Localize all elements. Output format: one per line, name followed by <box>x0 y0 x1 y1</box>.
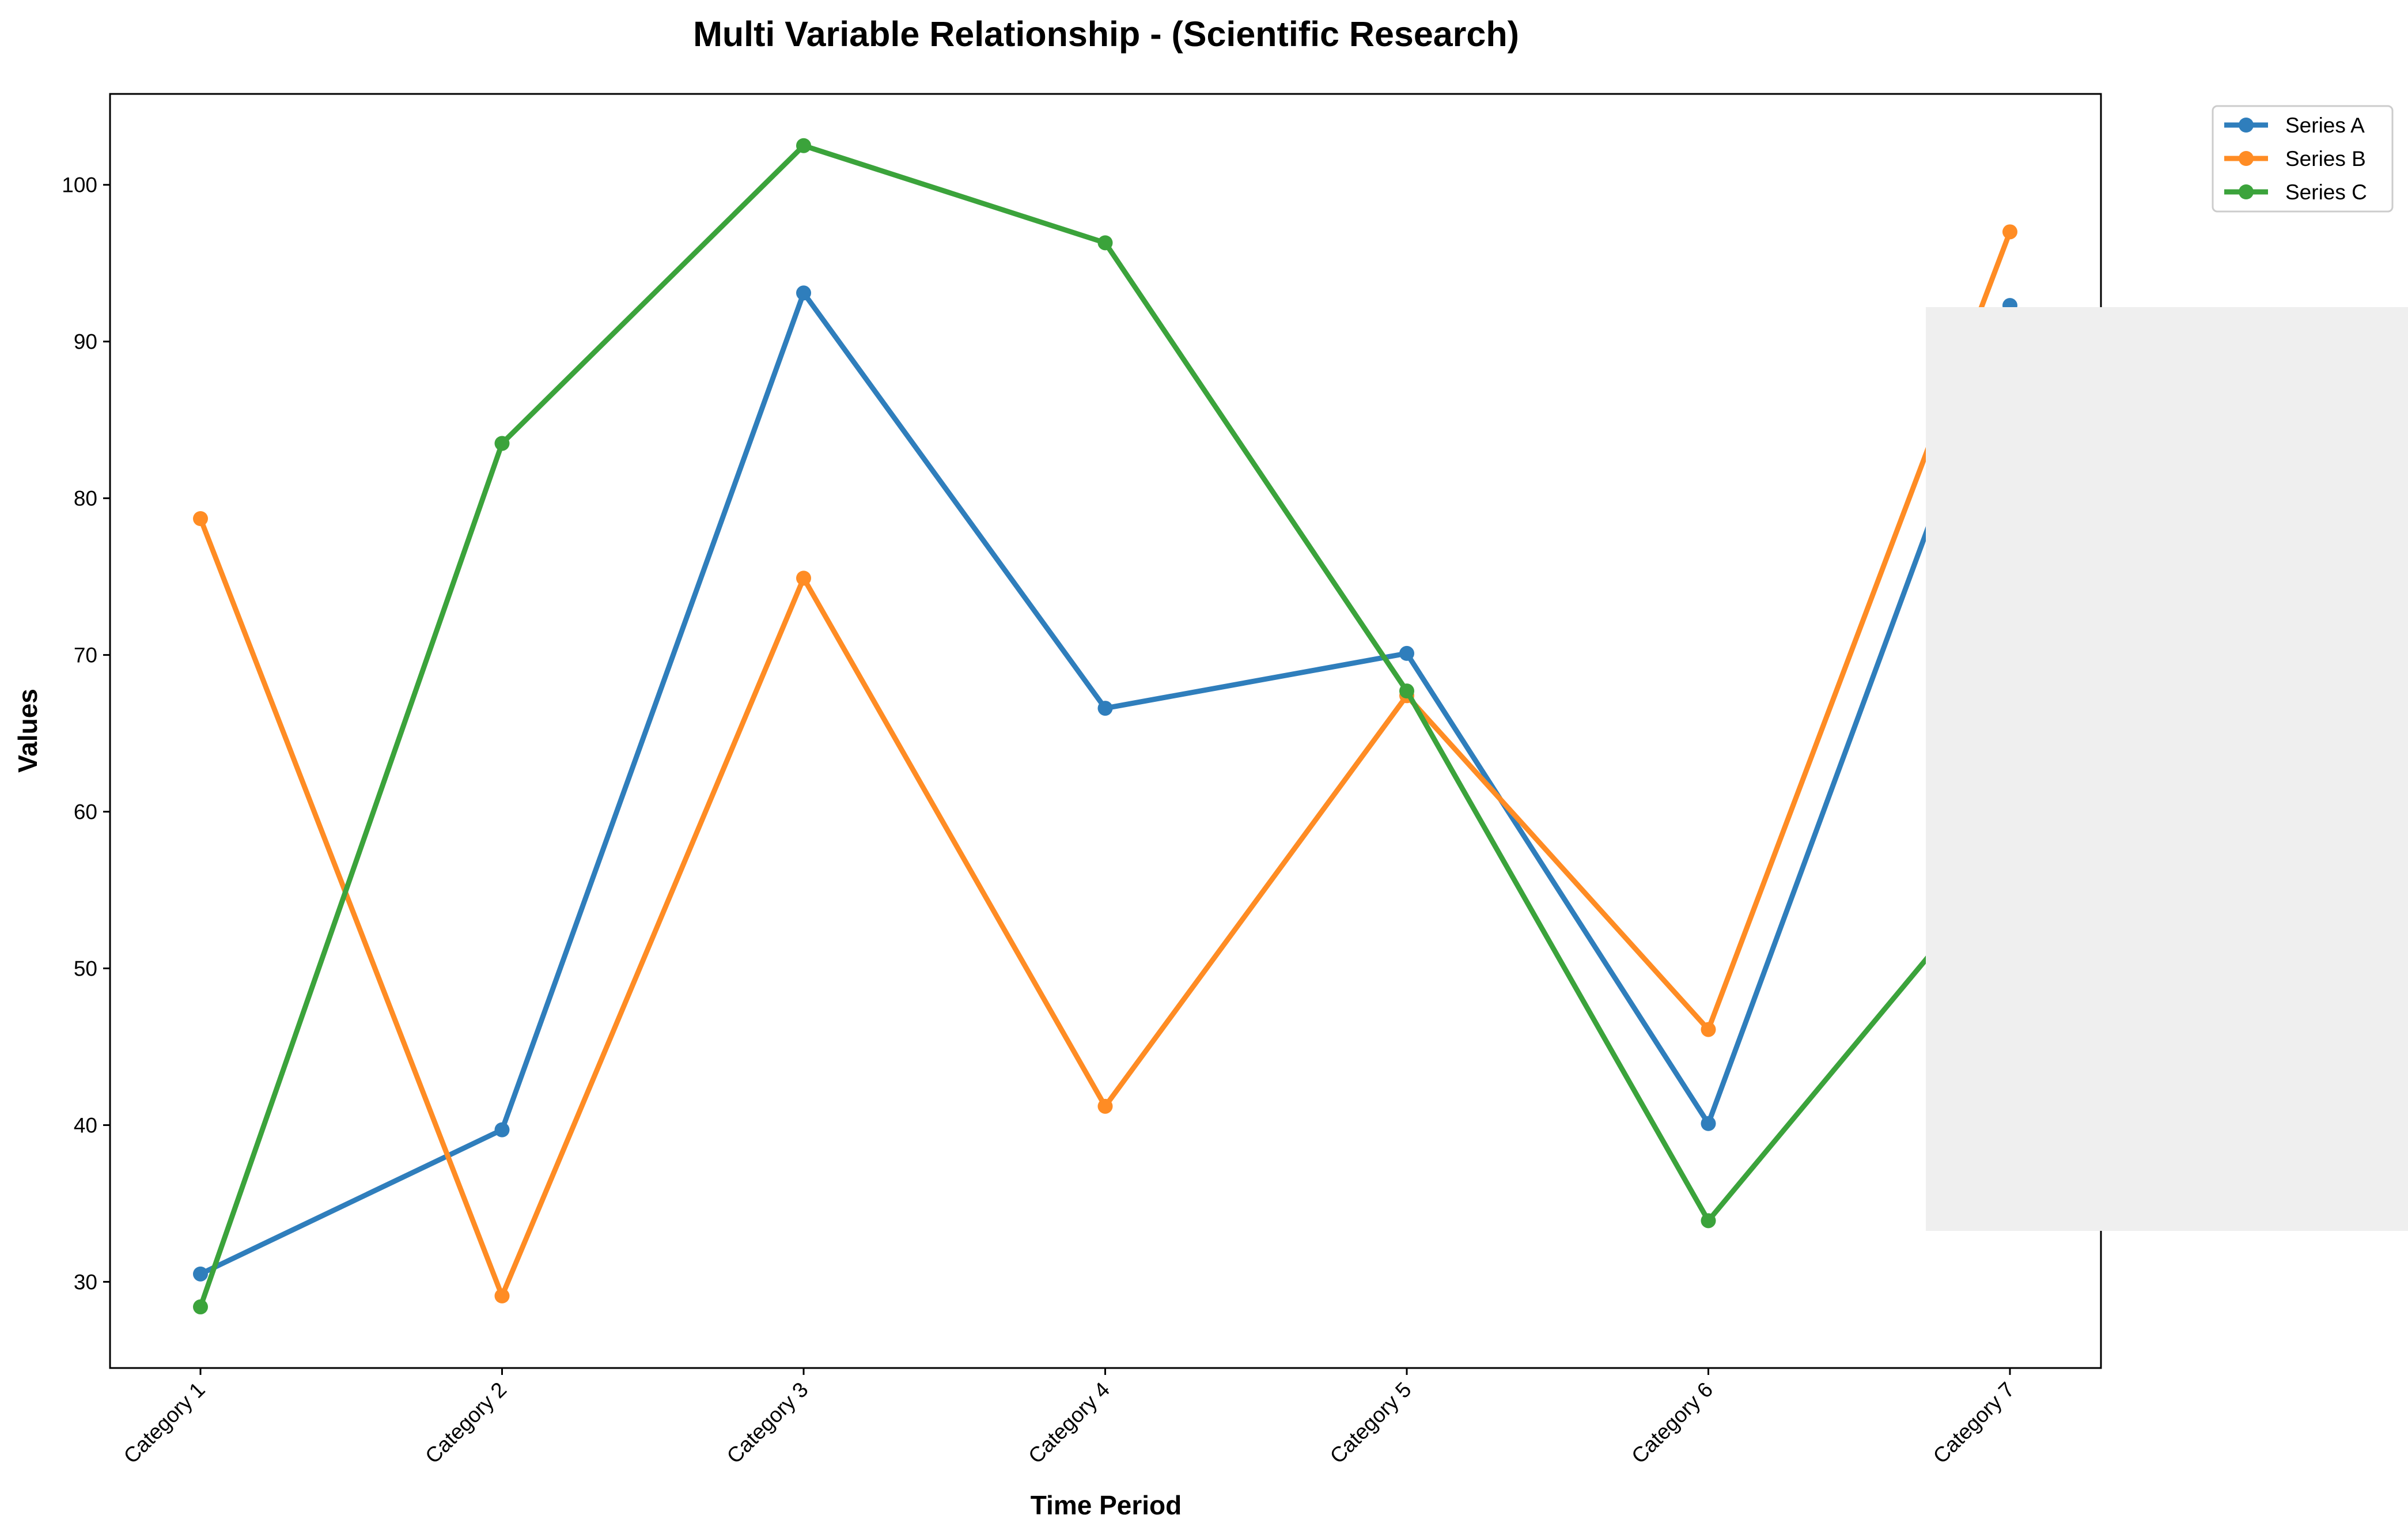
y-tick-label: 70 <box>74 644 97 667</box>
data-point <box>1701 1213 1716 1229</box>
data-point <box>796 285 811 301</box>
data-point <box>1097 1098 1113 1114</box>
data-point <box>494 436 510 451</box>
chart-title: Multi Variable Relationship - (Scientifi… <box>693 14 1519 54</box>
data-point <box>1399 645 1414 661</box>
y-axis-label: Values <box>13 689 43 773</box>
data-point <box>1399 683 1414 699</box>
data-point <box>796 138 811 153</box>
x-axis-label: Time Period <box>1031 1490 1182 1520</box>
data-point <box>2002 224 2017 240</box>
data-point <box>193 1299 208 1314</box>
series-lines <box>193 138 2017 1314</box>
legend: Series A Series B Series C <box>2212 105 2394 213</box>
y-axis: 30 40 50 60 70 80 90 100 <box>62 173 110 1294</box>
legend-label: Series B <box>2285 147 2366 171</box>
data-point <box>1097 235 1113 251</box>
legend-item: Series A <box>2224 114 2365 137</box>
legend-marker <box>2239 184 2254 199</box>
y-tick-label: 30 <box>74 1270 97 1294</box>
data-point <box>1701 1022 1716 1037</box>
series-a <box>193 285 2017 1282</box>
data-point <box>796 570 811 586</box>
data-point <box>1701 1116 1716 1131</box>
legend-item: Series C <box>2224 180 2367 204</box>
occluding-overlay <box>1926 307 2408 1231</box>
legend-marker <box>2239 118 2254 133</box>
data-point <box>494 1122 510 1138</box>
y-tick-label: 50 <box>74 957 97 981</box>
y-tick-label: 90 <box>74 330 97 354</box>
y-tick-label: 100 <box>62 173 97 197</box>
legend-box <box>2212 105 2394 213</box>
data-point <box>494 1288 510 1303</box>
legend-label: Series C <box>2285 180 2367 204</box>
legend-label: Series A <box>2285 114 2365 137</box>
data-point <box>193 1266 208 1282</box>
y-tick-label: 60 <box>74 800 97 824</box>
y-tick-label: 40 <box>74 1113 97 1137</box>
y-tick-label: 80 <box>74 487 97 511</box>
data-point <box>1097 701 1113 716</box>
data-point <box>193 511 208 526</box>
legend-item: Series B <box>2224 147 2366 171</box>
legend-marker <box>2239 151 2254 166</box>
